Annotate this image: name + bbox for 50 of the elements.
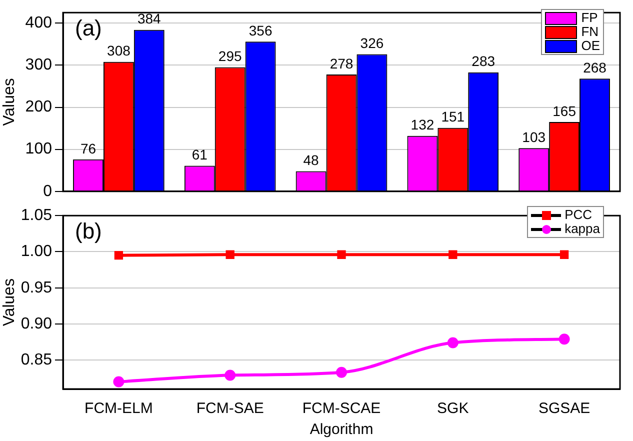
data-label: 278 xyxy=(330,55,354,72)
data-label: 151 xyxy=(441,108,465,125)
y-tick-label: 300 xyxy=(25,56,52,74)
point xyxy=(226,250,234,259)
legend-label: FP xyxy=(581,10,598,25)
point xyxy=(336,366,347,378)
x-tick-label: SGSAE xyxy=(538,400,590,418)
y-tick-label: 0 xyxy=(43,182,52,200)
data-label: 165 xyxy=(552,102,576,119)
data-label: 295 xyxy=(218,48,242,64)
y-axis-title: Values xyxy=(1,78,18,126)
x-tick-label: FCM-SCAE xyxy=(302,400,381,418)
data-label: 132 xyxy=(410,116,434,133)
legend-label: OE xyxy=(581,38,600,53)
data-label: 61 xyxy=(192,146,208,163)
point xyxy=(113,376,124,388)
y-tick-label: 0.85 xyxy=(20,352,52,369)
x-axis-title: Algorithm xyxy=(310,421,374,438)
y-axis-title: Values xyxy=(1,278,18,326)
x-tick-label: FCM-ELM xyxy=(84,400,153,418)
annotation: (a) xyxy=(75,16,102,41)
legend-label: FN xyxy=(581,24,599,39)
data-label: 326 xyxy=(360,35,384,52)
legend-label: PCC xyxy=(564,207,592,222)
y-tick-label: 0.90 xyxy=(20,315,52,332)
y-tick-label: 0.95 xyxy=(20,279,52,296)
y-tick-label: 1.00 xyxy=(20,243,52,260)
point xyxy=(224,370,236,381)
annotation: (b) xyxy=(75,218,102,244)
data-label: 103 xyxy=(522,128,546,145)
legend-label: kappa xyxy=(564,221,600,236)
point xyxy=(447,337,458,348)
point xyxy=(448,250,458,259)
data-label: 76 xyxy=(80,140,96,156)
point xyxy=(114,251,124,260)
data-label: 384 xyxy=(137,10,162,27)
data-label: 268 xyxy=(583,60,607,76)
x-tick-label: FCM-SAE xyxy=(196,400,264,418)
y-tick-label: 1.05 xyxy=(20,207,52,224)
point xyxy=(560,250,569,259)
point xyxy=(337,250,346,259)
data-label: 283 xyxy=(472,53,496,70)
y-tick-label: 400 xyxy=(25,14,52,32)
y-tick-label: 200 xyxy=(25,98,52,116)
point xyxy=(558,334,570,345)
x-tick-label: SGK xyxy=(437,400,469,418)
data-label: 308 xyxy=(107,42,131,59)
y-tick-label: 100 xyxy=(25,140,52,158)
data-label: 48 xyxy=(303,152,320,168)
data-label: 356 xyxy=(248,22,272,38)
